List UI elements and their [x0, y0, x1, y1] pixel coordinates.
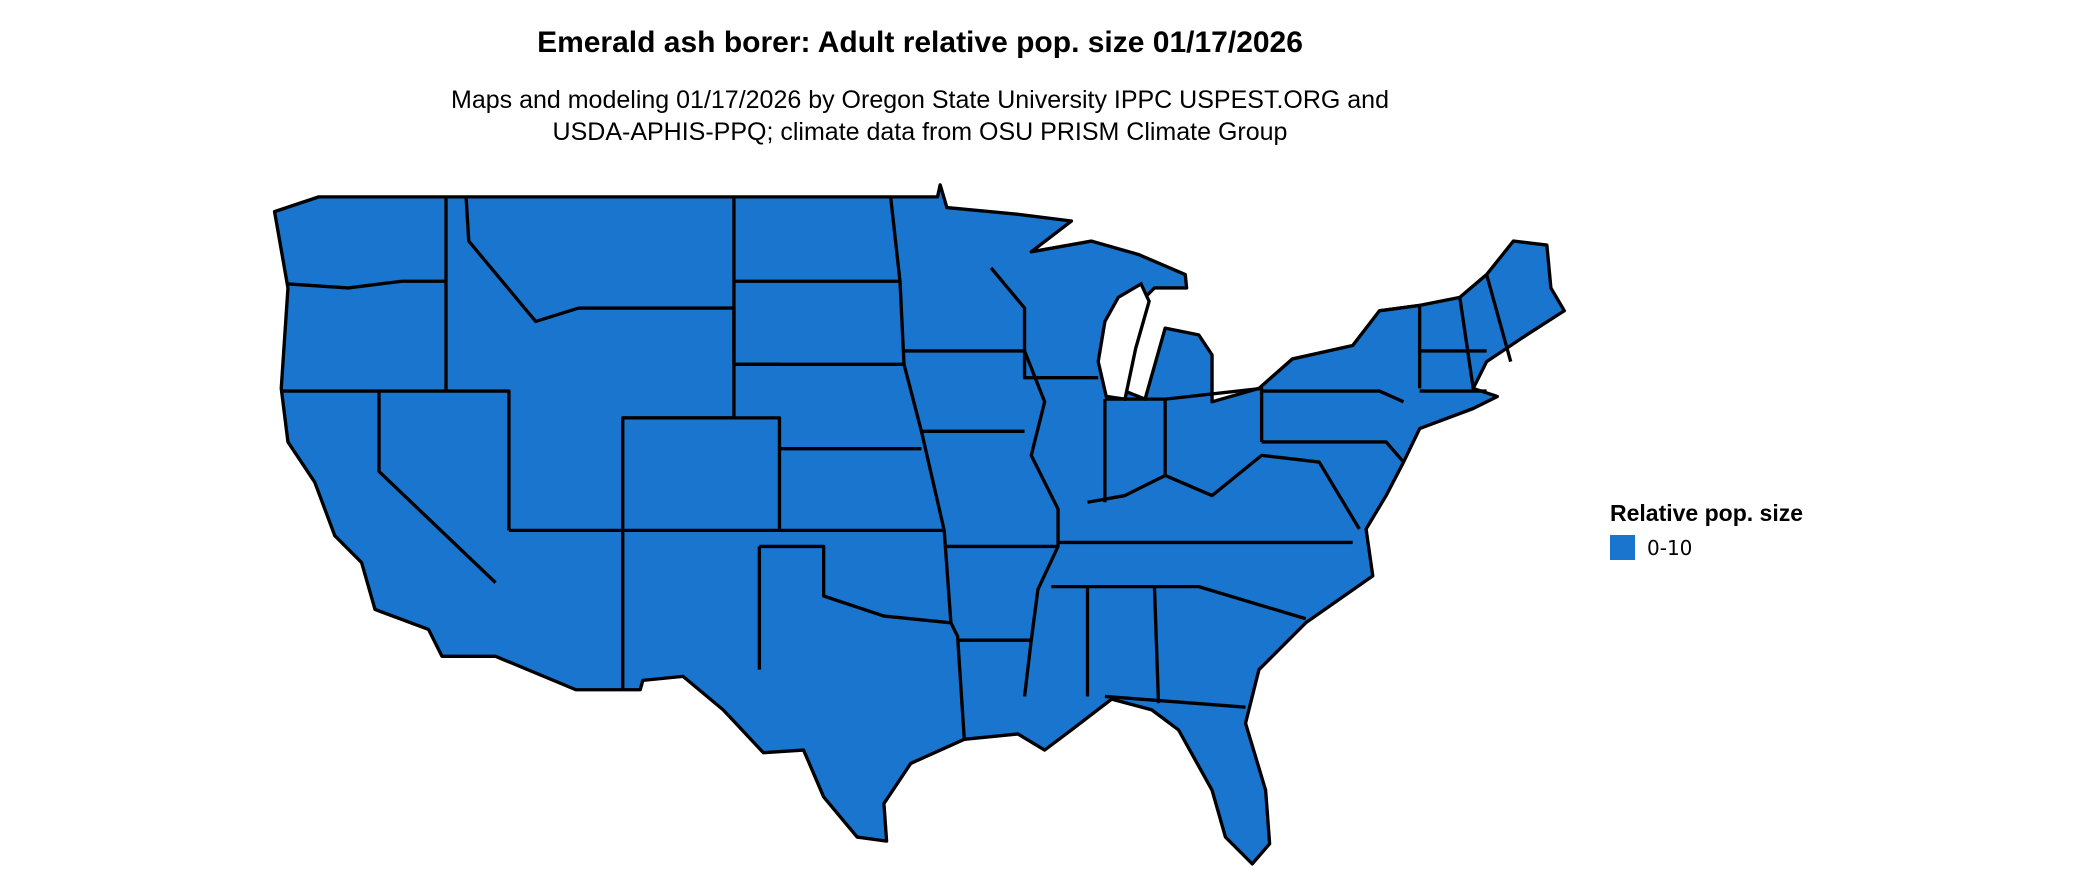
legend-item: 0-10	[1610, 535, 1803, 560]
subtitle-line-1: Maps and modeling 01/17/2026 by Oregon S…	[451, 86, 1389, 114]
map-subtitle: Maps and modeling 01/17/2026 by Oregon S…	[0, 84, 1840, 148]
legend-label: 0-10	[1647, 535, 1693, 560]
us-outline	[272, 183, 1566, 866]
map-title: Emerald ash borer: Adult relative pop. s…	[537, 26, 1303, 59]
state-borders	[281, 196, 1513, 740]
subtitle-line-2: USDA-APHIS-PPQ; climate data from OSU PR…	[552, 118, 1288, 146]
legend: Relative pop. size 0-10	[1610, 500, 1803, 560]
legend-title: Relative pop. size	[1610, 500, 1804, 526]
legend-swatch	[1610, 535, 1635, 560]
